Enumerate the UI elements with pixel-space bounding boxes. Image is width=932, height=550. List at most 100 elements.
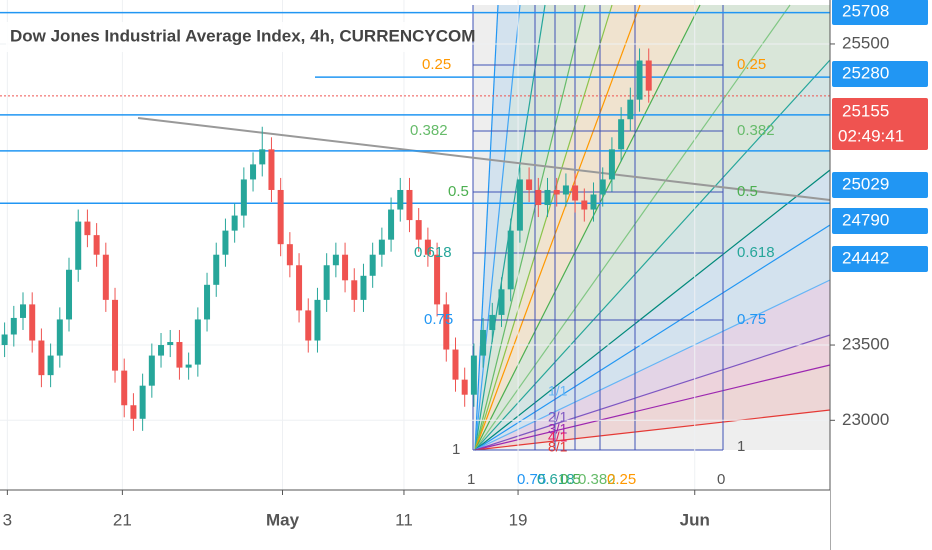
price-level-label: 25280 [842, 63, 889, 82]
candle-body [342, 254, 349, 281]
fan-line [474, 4, 641, 451]
candle-body [93, 235, 100, 255]
candle-body [296, 265, 303, 311]
candle-body [75, 221, 82, 270]
price-level-tag [832, 246, 928, 272]
candle-body [461, 379, 468, 395]
x-tick-label: 19 [509, 510, 528, 529]
candle-body [29, 304, 36, 341]
candle-body [66, 269, 73, 320]
candle-body [369, 254, 376, 276]
candle-body [286, 244, 293, 266]
candle-body [516, 179, 523, 231]
candle-body [526, 179, 533, 190]
candle-body [38, 340, 45, 376]
fan-line [474, 169, 831, 451]
candle-body [332, 254, 339, 266]
y-tick-label: 23000 [842, 410, 889, 429]
candle-body [489, 314, 496, 330]
time-axis-bg [0, 490, 830, 550]
gann-ratio-label: 3/1 [548, 421, 568, 437]
candle-body [535, 189, 542, 206]
gann-box [472, 4, 831, 451]
gann-labels: 0.250.3820.50.6180.7510.250.3820.50.6180… [410, 56, 775, 488]
y-tick-label: 23500 [842, 335, 889, 354]
x-tick-label: May [266, 510, 300, 529]
candle-body [562, 185, 569, 195]
candle-body [158, 345, 165, 356]
fan-line [474, 4, 613, 451]
candle-body [572, 185, 579, 201]
fan-line [474, 279, 831, 451]
gann-bottom-label: 0.5 [560, 471, 581, 488]
candle-body [378, 239, 385, 255]
candle-body [581, 200, 588, 210]
gann-level-label: 0.5 [737, 183, 758, 200]
gann-bottom-label: 0.382 [578, 471, 616, 488]
candle-body [20, 304, 27, 318]
candle-body [130, 405, 137, 419]
x-tick-label: 21 [113, 510, 132, 529]
candle-body [1, 334, 8, 346]
candle-body [268, 149, 275, 190]
fan-line [474, 409, 831, 451]
gann-ratio-label: 2/1 [548, 409, 568, 425]
price-level-label: 24790 [842, 210, 889, 229]
candle-body [259, 149, 266, 165]
candles [1, 48, 652, 431]
fan-line [474, 59, 831, 451]
candle-body [148, 355, 155, 386]
candle-body [470, 355, 477, 395]
candle-body [56, 319, 63, 356]
candle-body [608, 149, 615, 180]
candle-body [618, 119, 625, 150]
candle-body [645, 60, 652, 91]
candle-body [544, 189, 551, 206]
candle-body [443, 304, 450, 350]
price-level-label: 25029 [842, 174, 889, 193]
candle-body [185, 364, 192, 368]
candle-body [102, 254, 109, 300]
fan-line [474, 334, 831, 451]
gann-bottom-label: 0.25 [607, 471, 636, 488]
candle-body [10, 317, 17, 335]
price-lines [0, 11, 831, 204]
x-tick-label: Jun [680, 510, 710, 529]
gann-ratio-label: 1/1 [548, 383, 568, 399]
gann-bottom-label: 0.75 [517, 471, 546, 488]
gann-level-label: 0.5 [448, 183, 469, 200]
fan-line [474, 224, 831, 451]
price-axis-bg [830, 0, 932, 550]
x-tick-label: 3 [3, 510, 12, 529]
candle-body [84, 221, 91, 236]
gann-bottom-label: 1 [467, 471, 475, 488]
last-price-label: 25155 [842, 101, 889, 120]
candle-body [627, 99, 634, 120]
gann-level-label: 0.382 [737, 122, 775, 139]
fan-line [474, 4, 521, 451]
candle-body [139, 385, 146, 419]
candle-body [360, 275, 367, 300]
last-price-tag [832, 98, 928, 150]
candle-body [176, 342, 183, 368]
gann-level-label: 1 [452, 441, 460, 458]
candle-body [204, 284, 211, 320]
gann-level-label: 0.618 [737, 244, 775, 261]
candle-body [222, 230, 229, 255]
chart-title: Dow Jones Industrial Average Index, 4h, … [10, 26, 475, 45]
candle-body [250, 164, 257, 180]
candle-body [351, 280, 358, 300]
candle-body [498, 289, 505, 315]
countdown-label: 02:49:41 [838, 126, 904, 145]
fan-line [474, 4, 791, 451]
candle-body [314, 299, 321, 341]
candle-body [194, 319, 201, 365]
candle-body [112, 299, 119, 371]
candle-body [553, 189, 560, 195]
candle-body [636, 60, 643, 100]
gann-bottom-label: 0 [717, 471, 725, 488]
fan-line [474, 4, 499, 451]
price-level-label: 25708 [842, 1, 889, 20]
gann-level-label: 0.25 [422, 56, 451, 73]
